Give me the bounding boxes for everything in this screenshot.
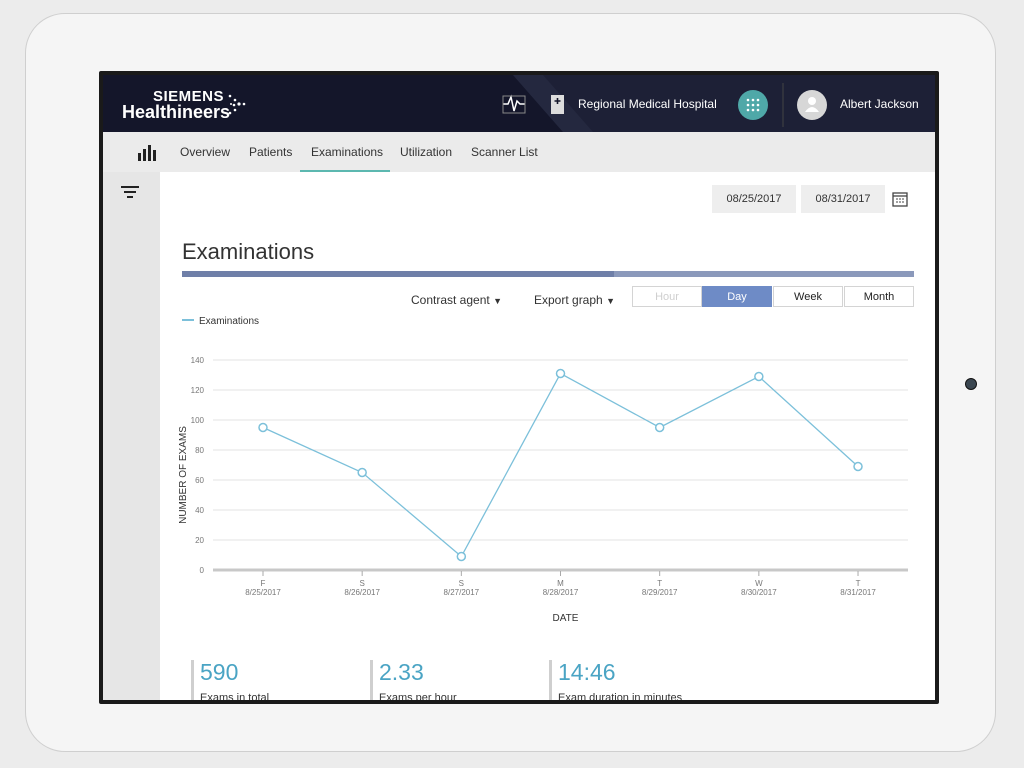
x-tick-label: 8/30/2017 <box>741 588 777 597</box>
data-point <box>654 422 665 433</box>
y-tick-label: 80 <box>195 446 204 455</box>
screen: SIEMENS Healthineers Regional Medical Ho… <box>103 75 935 700</box>
stat-divider <box>191 660 194 700</box>
y-tick-label: 40 <box>195 506 204 515</box>
calendar-icon[interactable] <box>892 191 908 207</box>
x-tick-label: 8/25/2017 <box>245 588 281 597</box>
header-decor <box>228 75 935 132</box>
logo-dots <box>228 94 246 115</box>
hospital-cross <box>554 98 561 104</box>
tablet-camera <box>965 378 977 390</box>
data-point <box>853 461 863 472</box>
data-point <box>754 371 764 382</box>
nav-active-underline <box>300 170 390 172</box>
x-tick-weekday: M <box>557 579 564 588</box>
user-name[interactable]: Albert Jackson <box>840 97 919 111</box>
series-line <box>262 372 859 558</box>
nav-item[interactable]: Examinations <box>311 145 384 159</box>
granularity-button[interactable]: Day <box>702 286 772 307</box>
x-tick-weekday: F <box>261 579 266 588</box>
nav-bar <box>103 132 935 172</box>
y-tick-label: 100 <box>191 416 205 425</box>
legend-label: Examinations <box>199 316 259 327</box>
header: SIEMENS Healthineers Regional Medical Ho… <box>103 75 935 132</box>
y-tick-label: 20 <box>195 536 204 545</box>
header-shade <box>513 75 935 132</box>
nav-item[interactable]: Overview <box>180 145 231 159</box>
stat-label: Exams per hour <box>379 692 457 700</box>
hospital-icon <box>551 95 564 114</box>
contrast-label: Contrast agent <box>411 293 490 307</box>
monitor-frame <box>502 95 526 114</box>
data-point <box>258 422 268 433</box>
date-from[interactable]: 08/25/2017 <box>712 185 796 213</box>
avatar-body <box>805 107 819 112</box>
granularity-button[interactable]: Hour <box>632 286 702 307</box>
nav-item[interactable]: Scanner List <box>471 145 538 159</box>
y-tick-label: 120 <box>191 386 205 395</box>
x-tick-weekday: W <box>755 579 763 588</box>
stat-value: 2.33 <box>379 659 424 685</box>
monitor-icon <box>503 94 525 112</box>
x-axis-title: DATE <box>553 613 579 624</box>
hospital-name[interactable]: Regional Medical Hospital <box>578 97 717 111</box>
title-bar <box>182 271 914 277</box>
analytics-icon[interactable] <box>137 142 157 162</box>
x-tick-label: 8/29/2017 <box>642 588 678 597</box>
nav-item[interactable]: Patients <box>249 145 293 159</box>
stat-value: 14:46 <box>558 659 616 685</box>
x-tick-label: 8/27/2017 <box>444 588 480 597</box>
y-tick-label: 0 <box>200 566 205 575</box>
x-tick-weekday: S <box>459 579 464 588</box>
data-point <box>456 551 467 562</box>
x-tick-weekday: T <box>657 579 662 588</box>
stat-divider <box>370 660 373 700</box>
x-tick-weekday: S <box>359 579 364 588</box>
stat-label: Exam duration in minutes <box>558 692 683 700</box>
data-point <box>555 368 566 379</box>
apps-dots <box>746 98 760 112</box>
x-tick-label: 8/31/2017 <box>840 588 876 597</box>
y-tick-label: 140 <box>191 356 205 365</box>
x-tick-weekday: T <box>856 579 861 588</box>
contrast-dropdown[interactable]: Contrast agent ▼ <box>411 293 502 307</box>
avatar-head <box>808 97 816 105</box>
sidebar <box>103 172 160 700</box>
x-tick-label: 8/28/2017 <box>543 588 579 597</box>
nav-item[interactable]: Utilization <box>400 145 453 159</box>
x-tick-label: 8/26/2017 <box>344 588 380 597</box>
page-title: Examinations <box>182 239 315 264</box>
date-to[interactable]: 08/31/2017 <box>801 185 885 213</box>
granularity-button[interactable]: Week <box>773 286 843 307</box>
chart: Examinations 0 20 40 60 80 100 120 140 NUMBER OF … <box>178 316 908 624</box>
brand-subname: Healthineers <box>122 102 231 122</box>
brand-name: SIEMENS <box>153 88 225 105</box>
export-dropdown[interactable]: Export graph ▼ <box>534 293 615 307</box>
filter-icon[interactable] <box>121 185 141 201</box>
granularity-button[interactable]: Month <box>844 286 914 307</box>
stat-divider <box>549 660 552 700</box>
y-tick-label: 60 <box>195 476 204 485</box>
y-axis-title: NUMBER OF EXAMS <box>178 426 189 524</box>
stat-value: 590 <box>200 659 239 685</box>
data-point <box>357 467 367 478</box>
stat-label: Exams in total <box>200 692 270 700</box>
export-label: Export graph <box>534 293 603 307</box>
chart-group: Examinations 0 20 40 60 80 100 120 140 NUMBER OF … <box>178 316 908 624</box>
